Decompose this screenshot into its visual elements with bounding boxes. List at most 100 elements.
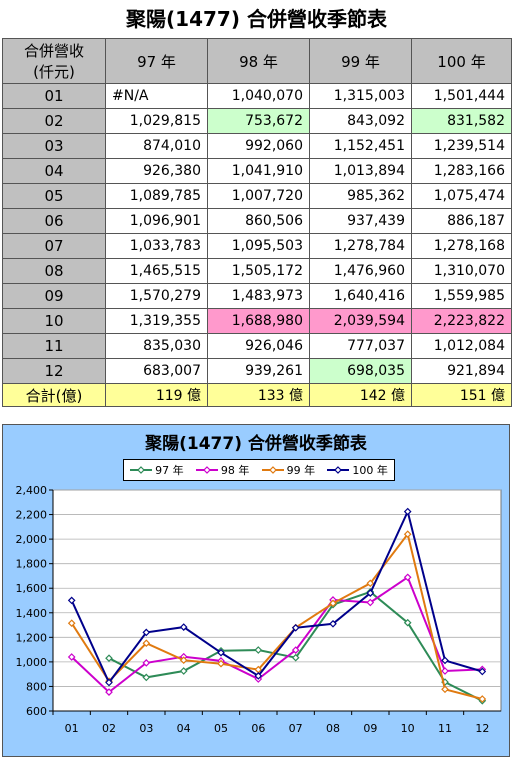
total-cell: 142 億: [309, 383, 412, 407]
chart-legend: 97 年 98 年 99 年 100 年: [123, 459, 395, 481]
table-row: 07 1,033,783 1,095,503 1,278,784 1,278,168: [2, 233, 512, 259]
x-tick-label: 05: [214, 722, 228, 735]
table-header-row: 合併營收 (仟元) 97 年 98 年 99 年 100 年: [2, 38, 512, 84]
legend-item: 97 年: [130, 462, 184, 478]
data-point: [67, 619, 76, 628]
month-cell: 11: [2, 333, 106, 359]
legend-item: 100 年: [327, 462, 388, 478]
data-point: [366, 589, 375, 597]
value-cell: 860,506: [207, 208, 310, 234]
table-row: 10 1,319,355 1,688,980 2,039,594 2,223,822: [2, 308, 512, 334]
value-cell: 992,060: [207, 133, 310, 159]
x-tick-label: 10: [401, 722, 415, 735]
x-tick-label: 11: [438, 722, 452, 735]
value-cell: 2,223,822: [411, 308, 512, 334]
data-point: [105, 688, 113, 696]
legend-swatch: [195, 466, 218, 474]
table-row: 01 #N/A 1,040,070 1,315,003 1,501,444: [2, 83, 512, 109]
y-tick-label: 1,800: [16, 558, 48, 571]
value-cell: 843,092: [309, 108, 412, 134]
series-line: [70, 531, 483, 700]
data-point: [329, 619, 337, 628]
x-tick-label: 12: [475, 722, 489, 735]
line-chart: 600 800 1,000 1,200 1,400 1,600 1,800 2,000 2,20…: [16, 484, 502, 735]
legend-item: 98 年: [195, 462, 250, 478]
x-tick-label: 02: [102, 722, 116, 735]
value-cell: 1,483,973: [207, 283, 310, 309]
month-cell: 06: [2, 208, 106, 234]
table-row: 03 874,010 992,060 1,152,451 1,239,514: [2, 133, 512, 159]
legend-swatch: [261, 466, 284, 474]
table-row: 11 835,030 926,046 777,037 1,012,084: [2, 333, 512, 359]
data-point: [67, 596, 76, 605]
month-cell: 10: [2, 308, 106, 334]
data-point: [179, 623, 188, 631]
data-point: [403, 573, 412, 582]
value-cell: 1,640,416: [309, 283, 412, 309]
data-point: [478, 695, 487, 703]
data-point: [441, 656, 449, 665]
year-header: 100 年: [411, 38, 512, 84]
value-cell: 1,095,503: [207, 233, 310, 259]
y-tick-label: 800: [26, 680, 47, 693]
data-point: [217, 648, 225, 657]
value-cell: 1,096,901: [105, 208, 208, 234]
value-cell: 753,672: [207, 108, 310, 134]
table-row: 06 1,096,901 860,506 937,439 886,187: [2, 208, 512, 234]
value-cell: 1,319,355: [105, 308, 208, 334]
page-title: 聚陽(1477) 合併營收季節表: [126, 7, 387, 31]
x-tick-label: 01: [65, 722, 79, 735]
x-tick-label: 04: [177, 722, 191, 735]
value-cell: 985,362: [309, 183, 412, 209]
month-cell: 02: [2, 108, 106, 134]
value-cell: 1,007,720: [207, 183, 310, 209]
data-point: [67, 653, 76, 661]
month-cell: 12: [2, 358, 106, 384]
data-point: [441, 667, 449, 675]
chart-title: 聚陽(1477) 合併營收季節表: [145, 434, 367, 454]
value-cell: 937,439: [309, 208, 412, 234]
value-cell: 1,688,980: [207, 308, 310, 334]
revenue-table: 合併營收 (仟元) 97 年 98 年 99 年 100 年 01 #N/A 1,04…: [2, 38, 512, 407]
legend-item: 99 年: [261, 462, 315, 478]
data-point: [366, 579, 375, 588]
chart-panel: 聚陽(1477) 合併營收季節表 97 年 98 年 99 年 100 年 600 80…: [2, 424, 510, 757]
year-header: 98 年: [207, 38, 310, 84]
series-line: [70, 508, 483, 685]
data-point: [403, 530, 412, 539]
total-label: 合計(億): [2, 383, 106, 407]
month-cell: 01: [2, 83, 106, 109]
data-point: [105, 678, 113, 687]
legend-label: 100 年: [352, 464, 388, 477]
legend-swatch: [327, 466, 350, 474]
corner-line-1: 合併營收: [23, 42, 84, 60]
value-cell: 874,010: [105, 133, 208, 159]
legend-label: 98 年: [220, 464, 250, 477]
year-header: 97 年: [105, 38, 208, 84]
data-point: [105, 654, 113, 663]
value-cell: 1,029,815: [105, 108, 208, 134]
value-cell: 777,037: [309, 333, 412, 359]
y-tick-label: 2,400: [16, 484, 48, 497]
data-point: [291, 623, 300, 632]
data-point: [291, 653, 300, 662]
year-header: 99 年: [309, 38, 412, 84]
value-cell: 1,283,166: [411, 158, 512, 184]
data-point: [179, 656, 188, 665]
total-cell: 151 億: [411, 383, 512, 407]
value-cell: 1,505,172: [207, 258, 310, 284]
value-cell: 835,030: [105, 333, 208, 359]
table-row: 12 683,007 939,261 698,035 921,894: [2, 358, 512, 384]
y-tick-label: 2,000: [16, 533, 48, 546]
value-cell: 1,278,784: [309, 233, 412, 259]
y-tick-label: 1,600: [16, 582, 48, 595]
value-cell: 831,582: [411, 108, 512, 134]
value-cell: 1,075,474: [411, 183, 512, 209]
x-tick-label: 06: [251, 722, 265, 735]
table-row: 08 1,465,515 1,505,172 1,476,960 1,310,070: [2, 258, 512, 284]
data-point: [179, 667, 188, 675]
table-row: 02 1,029,815 753,672 843,092 831,582: [2, 108, 512, 134]
y-tick-label: 1,000: [16, 656, 48, 669]
x-tick-label: 03: [139, 722, 153, 735]
data-point: [291, 646, 300, 654]
